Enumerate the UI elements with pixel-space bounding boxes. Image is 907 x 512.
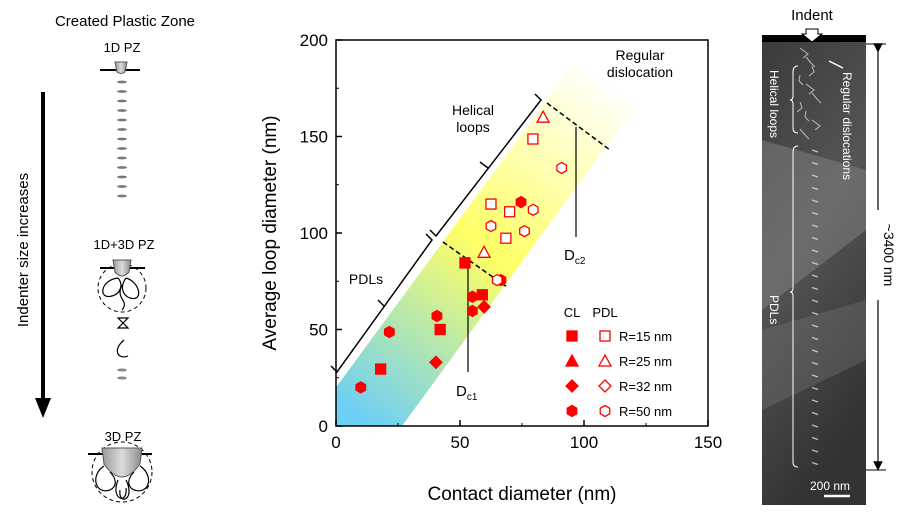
dc2-boundary <box>546 102 611 151</box>
cl-point <box>434 323 446 336</box>
y-tick-label: 100 <box>300 224 328 243</box>
legend-pdl-marker <box>599 330 611 342</box>
legend-cl-marker <box>566 404 578 418</box>
pdl-point <box>527 133 539 145</box>
legend-label: R=32 nm <box>619 379 672 394</box>
cl-point <box>476 289 488 301</box>
chart: PDLs Helical loops Regular dislocation Dc1… <box>260 31 722 505</box>
annotations: PDLs Helical loops Regular dislocation Dc1… <box>330 47 673 403</box>
legend-pdl-marker <box>598 379 612 393</box>
helical-bracket <box>429 93 542 238</box>
pdl-point <box>500 232 512 244</box>
stage-1d3d-label: 1D+3D PZ <box>93 237 154 252</box>
y-tick-label: 0 <box>319 417 328 436</box>
cl-point <box>459 257 471 269</box>
pdl-point <box>556 161 568 175</box>
regular-label: Regular dislocation <box>607 47 673 80</box>
pdl-point <box>519 224 530 238</box>
pdl-point <box>491 273 503 287</box>
cl-point <box>515 195 527 209</box>
pdl-point <box>476 244 492 258</box>
dc2-label: Dc2 <box>564 247 586 267</box>
legend-label: R=25 nm <box>619 354 672 369</box>
y-tick-label: 200 <box>300 31 328 50</box>
x-tick-label: 100 <box>570 433 598 452</box>
3d-loops-icon <box>95 465 150 500</box>
regular-dislocations-label: Regular dislocations <box>840 72 854 180</box>
legend-header-pdl: PDL <box>592 305 617 320</box>
legend-pdl-marker <box>597 353 613 367</box>
legend-label: R=50 nm <box>619 404 672 419</box>
x-axis-label: Contact diameter (nm) <box>427 484 616 505</box>
data-points <box>355 109 568 394</box>
y-axis-label: Average loop diameter (nm) <box>260 115 281 350</box>
cl-point <box>383 325 395 339</box>
stage-3d-label: 3D PZ <box>105 429 142 444</box>
cl-point <box>477 299 491 314</box>
legend: CL PDL R=15 nm R=25 nm R=32 nm R=50 nm <box>564 305 672 419</box>
x-tick-label: 0 <box>331 433 340 452</box>
regime-band <box>336 63 637 426</box>
indenter-tip-icon <box>112 259 132 277</box>
dc1-label: Dc1 <box>456 383 478 403</box>
prismatic-loops-icon <box>117 80 127 198</box>
y-tick-label: 150 <box>300 128 328 147</box>
cl-point <box>431 309 443 323</box>
cl-point <box>466 290 478 303</box>
tem-image <box>762 35 866 505</box>
y-tick-label: 50 <box>309 321 328 340</box>
indent-label: Indent <box>791 7 834 24</box>
pdl-point <box>535 109 551 123</box>
legend-cl-marker <box>565 379 579 393</box>
cl-point <box>355 381 367 394</box>
tem-panel: Indent Regular dislocations Helical loop… <box>762 7 897 505</box>
indenter-tip-icon <box>101 447 143 478</box>
legend-label: R=15 nm <box>619 329 672 344</box>
x-tick-label: 150 <box>694 433 722 452</box>
pdl-point <box>485 198 497 210</box>
helical-loops-label: Helical loops <box>767 70 781 138</box>
x-tick-label: 50 <box>451 433 470 452</box>
depth-label: ~3400 nm <box>881 224 897 287</box>
helical-label: Helical loops <box>452 102 494 135</box>
cl-point <box>429 355 443 370</box>
pdls-tem-label: PDLs <box>767 295 781 324</box>
axes: 0 50 100 150 0 50 100 150 200 <box>300 31 723 452</box>
helical-loop-icon <box>102 277 140 358</box>
cl-point <box>374 363 387 375</box>
left-title: Created Plastic Zone <box>55 13 195 30</box>
arrow-label: Indenter size increases <box>15 173 32 327</box>
legend-header-cl: CL <box>564 305 581 320</box>
cl-point <box>466 304 478 318</box>
scale-bar-label: 200 nm <box>810 479 850 493</box>
indent-arrow-icon <box>800 28 824 43</box>
pdls-label: PDLs <box>349 271 383 287</box>
pdl-point <box>485 219 497 233</box>
pdls-bracket <box>330 233 433 374</box>
legend-pdl-marker <box>599 404 611 418</box>
legend-cl-marker <box>564 353 580 367</box>
stage-1d-label: 1D PZ <box>104 40 141 55</box>
indenter-tip-icon <box>114 61 128 74</box>
pdl-point <box>527 203 539 217</box>
legend-cl-marker <box>566 330 578 342</box>
pdl-point <box>503 206 516 218</box>
left-schematic: Created Plastic Zone 1D PZ Indenter size… <box>15 13 195 503</box>
